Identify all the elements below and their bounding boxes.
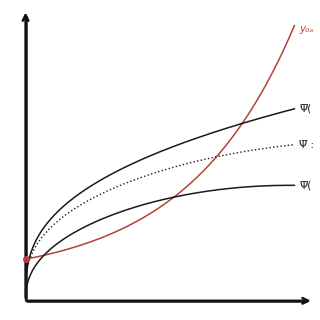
Text: Ψ̅(: Ψ̅( xyxy=(299,104,311,114)
Text: Ψ̅ :: Ψ̅ : xyxy=(299,140,314,150)
Text: y₀ₐ: y₀ₐ xyxy=(299,24,314,34)
Text: Ψ̅(: Ψ̅( xyxy=(299,180,311,190)
